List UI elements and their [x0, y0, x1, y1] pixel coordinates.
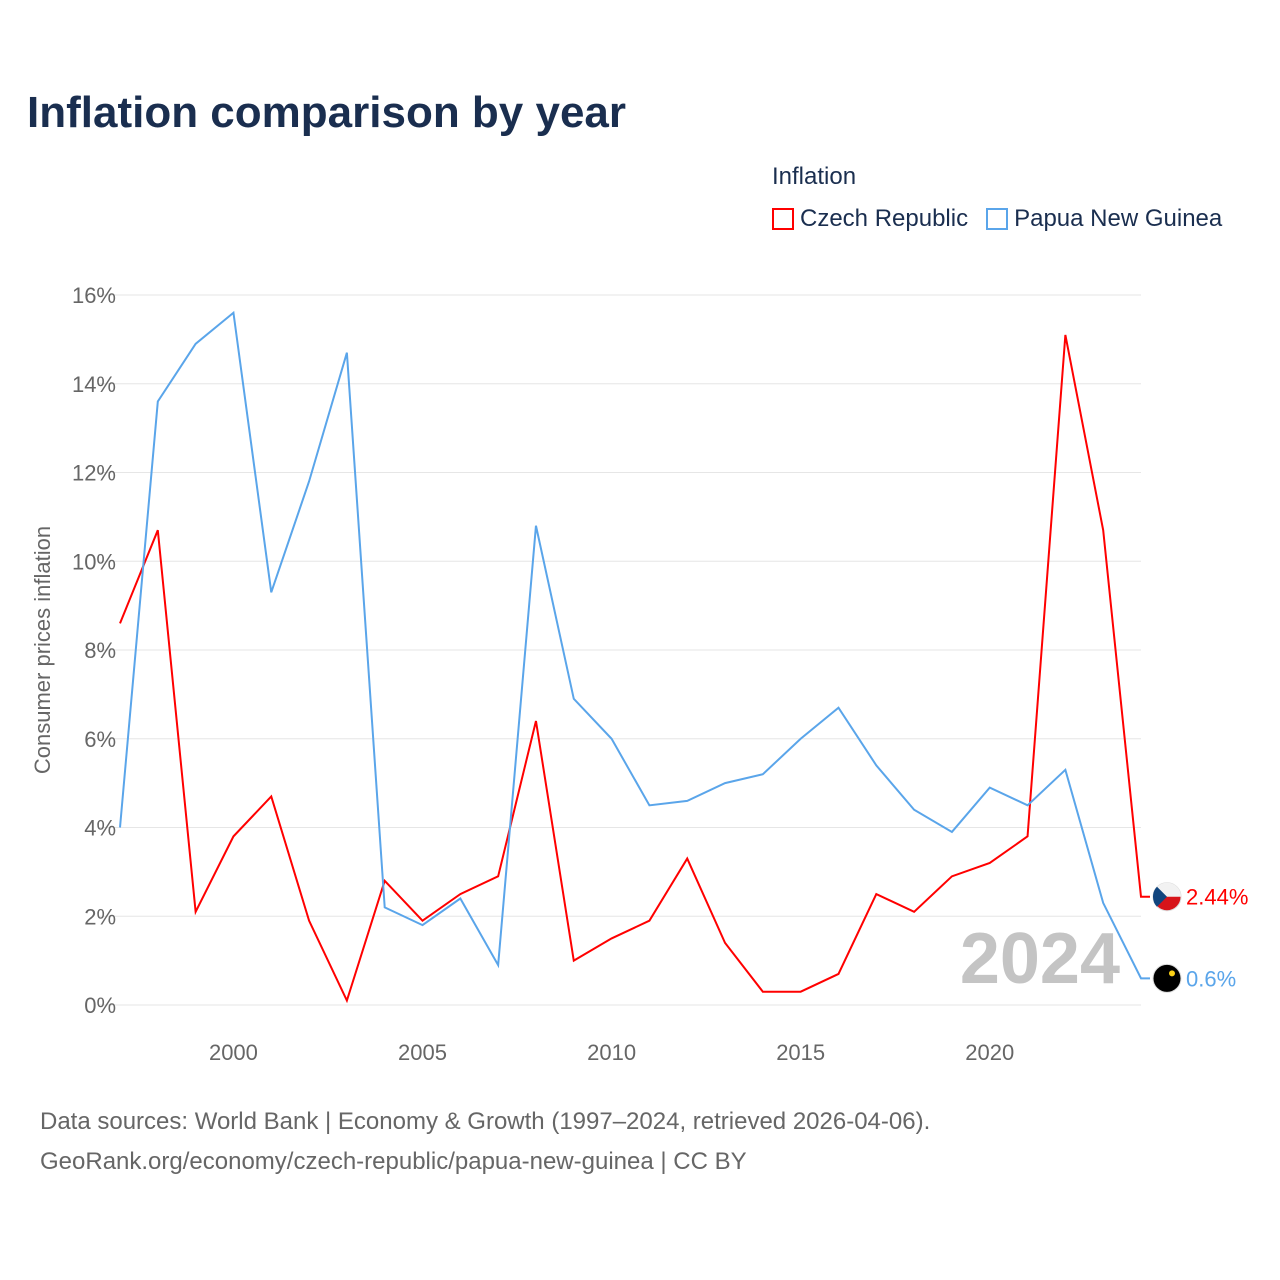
legend-title: Inflation [772, 163, 857, 190]
x-tick-label: 2015 [776, 1040, 825, 1065]
y-tick-label: 14% [72, 372, 116, 397]
legend-item-czech[interactable]: Czech Republic [772, 205, 968, 233]
legend-label: Papua New Guinea [1014, 205, 1223, 232]
series-line-png [119, 310, 1150, 980]
legend-swatch-czech [772, 208, 794, 230]
end-value-label: 2.44% [1186, 885, 1248, 910]
x-tick-label: 2005 [398, 1040, 447, 1065]
flag-png-icon [1152, 963, 1182, 993]
y-tick-label: 8% [84, 638, 116, 663]
flag-czech-blue [1152, 886, 1167, 907]
plot-area: 0% 2% 4% 6% 8% 10% 12% 14% 16% 2000 2005 2010 2015 20… [30, 283, 1248, 1065]
y-tick-label: 2% [84, 904, 116, 929]
y-tick-label: 0% [84, 993, 116, 1018]
y-axis-label: Consumer prices inflation [30, 526, 55, 774]
x-tick-label: 2010 [587, 1040, 636, 1065]
legend-item-png[interactable]: Papua New Guinea [986, 205, 1222, 233]
end-value-label: 0.6% [1186, 966, 1236, 991]
y-tick-label: 4% [84, 816, 116, 841]
y-tick-label: 6% [84, 727, 116, 752]
legend-label: Czech Republic [800, 205, 969, 232]
series-line-czech [119, 334, 1150, 1004]
x-tick-label: 2020 [965, 1040, 1014, 1065]
chart-title: Inflation comparison by year [27, 88, 627, 137]
y-tick-label: 16% [72, 283, 116, 308]
footer-url[interactable]: GeoRank.org/economy/czech-republic/papua… [40, 1148, 747, 1175]
y-tick-label: 10% [72, 549, 116, 574]
legend-swatch-png [986, 208, 1009, 230]
flag-png-bird [1169, 970, 1175, 977]
x-tick-label: 2000 [209, 1040, 258, 1065]
y-tick-label: 12% [72, 461, 116, 486]
year-watermark: 2024 [960, 919, 1120, 999]
legend: Czech Republic Papua New Guinea [772, 205, 1222, 233]
footer-sources: Data sources: World Bank | Economy & Gro… [40, 1108, 931, 1135]
